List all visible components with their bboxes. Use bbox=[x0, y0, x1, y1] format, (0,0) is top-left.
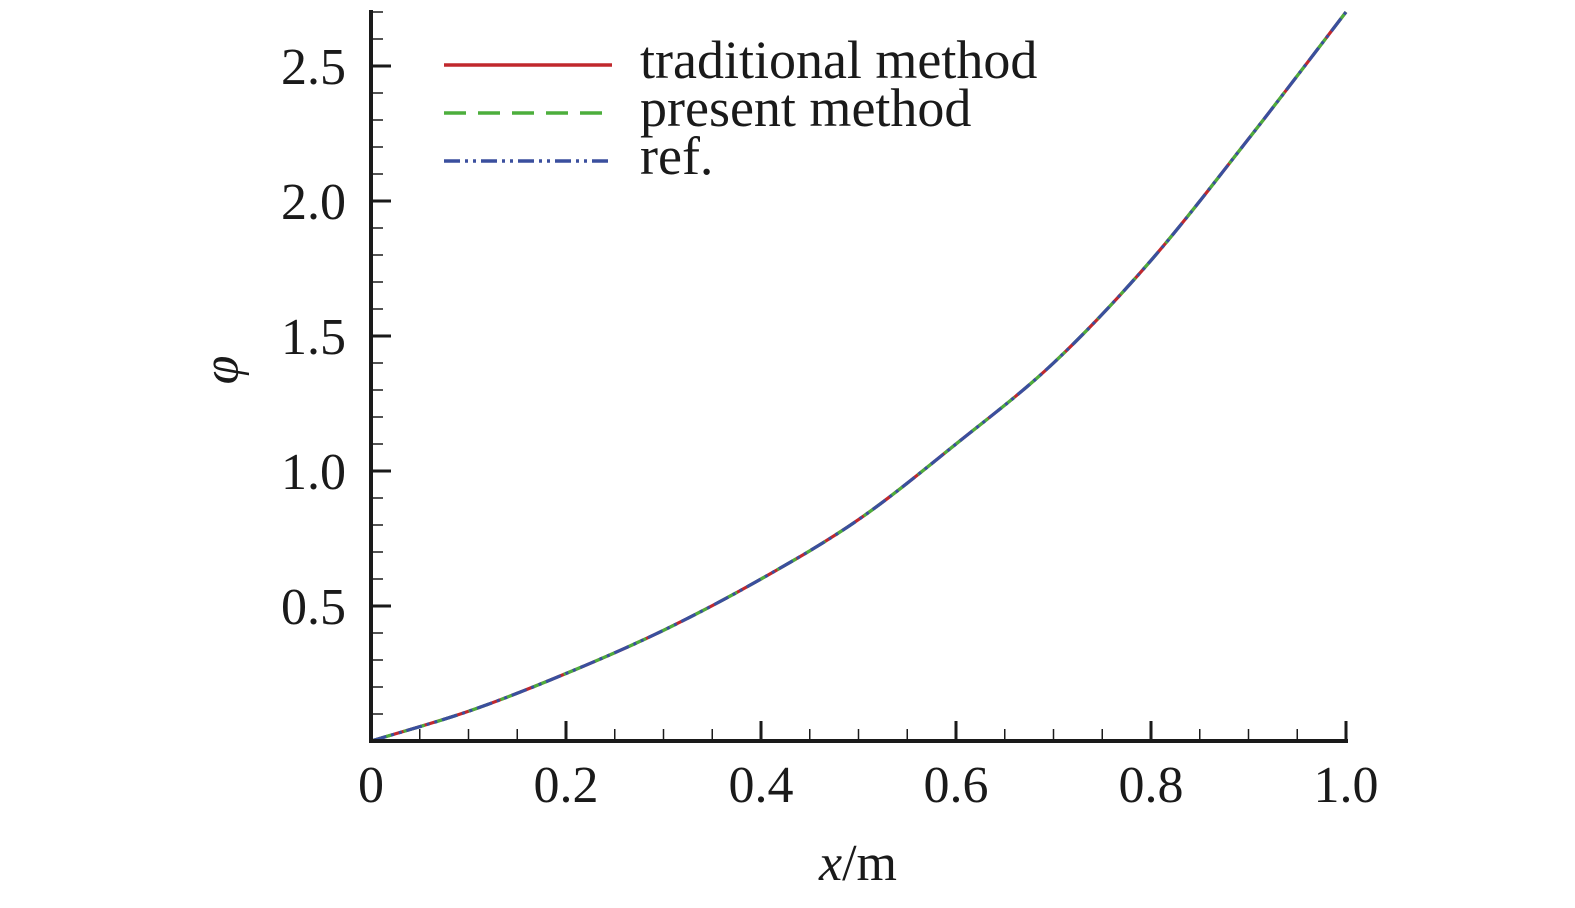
legend-label-2: present method bbox=[640, 78, 971, 138]
series-line-3 bbox=[370, 11, 1348, 743]
x-tick-label: 0.8 bbox=[1119, 757, 1184, 814]
ticks-layer: 0.5 1.0 1.5 2.0 2.5 0 0.2 0.4 0.6 0.8 1.0 bbox=[281, 11, 1379, 814]
x-axis-title: x/m bbox=[818, 835, 897, 892]
legend-label-3: ref. bbox=[640, 126, 713, 186]
x-axis-title-unit: /m bbox=[842, 835, 897, 892]
y-tick-label: 2.5 bbox=[281, 39, 346, 96]
y-tick-label: 2.0 bbox=[281, 174, 346, 231]
x-tick-label: 0 bbox=[358, 757, 384, 814]
y-tick-label: 0.5 bbox=[281, 579, 346, 636]
y-tick-label: 1.5 bbox=[281, 309, 346, 366]
series-layer bbox=[370, 11, 1348, 743]
y-axis-title: φ bbox=[193, 356, 250, 385]
y-tick-label: 1.0 bbox=[281, 444, 346, 501]
x-tick-label: 0.6 bbox=[924, 757, 989, 814]
x-tick-label: 1.0 bbox=[1314, 757, 1379, 814]
x-tick-label: 0.2 bbox=[534, 757, 599, 814]
x-tick-label: 0.4 bbox=[729, 757, 794, 814]
legend-label-1: traditional method bbox=[640, 30, 1037, 90]
x-axis-title-var: x bbox=[818, 835, 842, 892]
